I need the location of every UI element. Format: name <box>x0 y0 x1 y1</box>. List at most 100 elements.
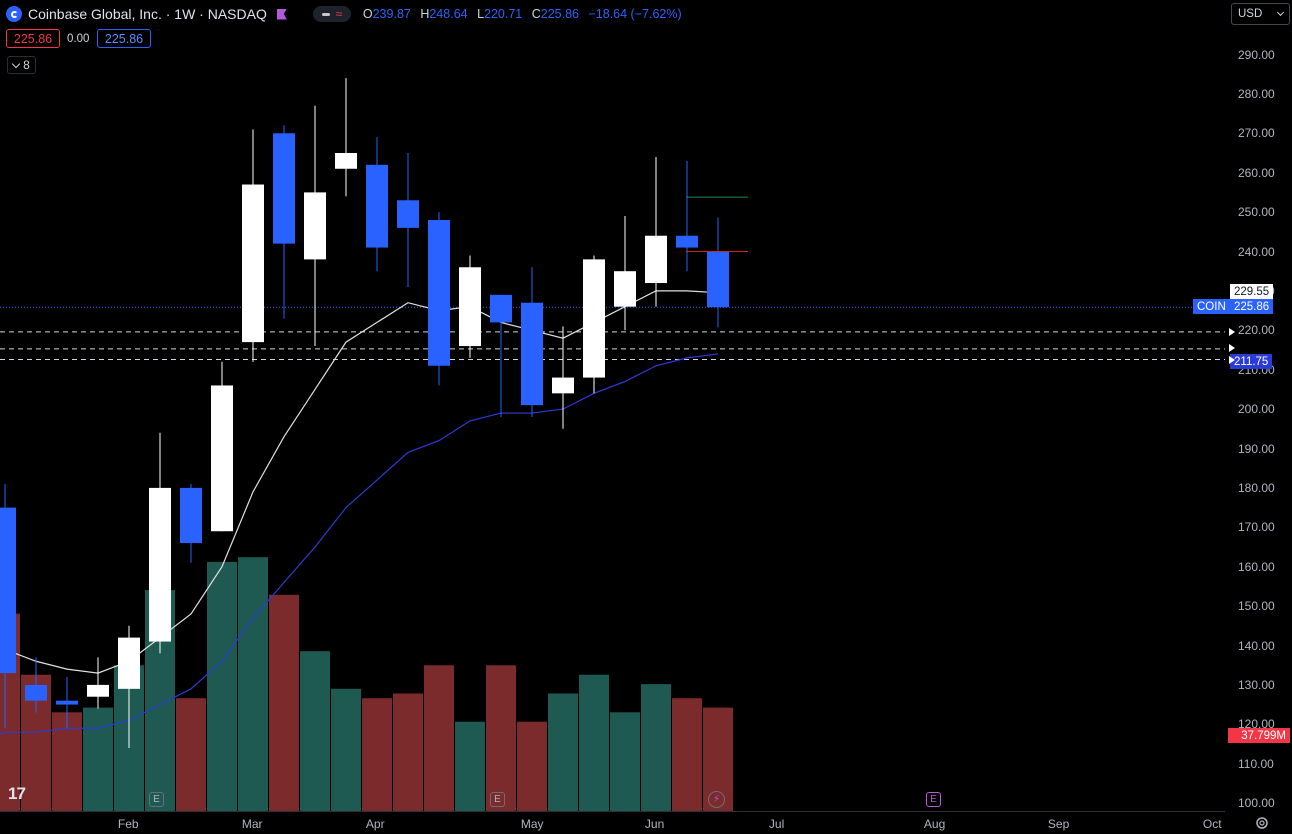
volume-bar <box>579 674 609 811</box>
volume-bar <box>393 693 423 811</box>
price-tick-label: 280.00 <box>1238 86 1275 101</box>
low-key: L <box>477 7 485 21</box>
spread-value: 0.00 <box>67 33 90 45</box>
open-value: 239.87 <box>372 7 411 21</box>
price-chart[interactable] <box>0 0 1225 812</box>
minus-icon <box>321 12 330 16</box>
price-tick-label: 100.00 <box>1238 796 1275 811</box>
volume-bar <box>672 698 702 811</box>
time-tick-label: Jun <box>644 817 665 831</box>
slow-ma-tag: 211.75 <box>1230 354 1273 369</box>
price-tick-label: 240.00 <box>1238 244 1275 259</box>
volume-bar <box>641 684 671 811</box>
price-tick-label: 290.00 <box>1238 47 1275 62</box>
volume-bar <box>83 707 113 811</box>
volume-bars <box>0 557 733 811</box>
candle-body <box>25 684 47 701</box>
price-tick-label: 270.00 <box>1238 126 1275 141</box>
fast-ma-line <box>4 290 719 674</box>
candle-body <box>707 252 729 308</box>
time-tick-label: Sep <box>1047 817 1070 831</box>
tradingview-logo-icon: 17 <box>8 784 26 803</box>
volume-bar <box>362 698 392 811</box>
symbol-title[interactable]: Coinbase Global, Inc. · 1W · NASDAQ <box>28 6 267 22</box>
volume-bar <box>455 721 485 811</box>
price-tick-label: 220.00 <box>1238 323 1275 338</box>
candle-body <box>335 153 357 169</box>
price-tick-label: 130.00 <box>1238 677 1275 692</box>
candle-body <box>614 271 636 307</box>
slow-ma-line <box>0 353 719 735</box>
indicators-count: 8 <box>23 58 30 72</box>
volume-bar <box>424 665 454 811</box>
low-value: 220.71 <box>484 7 523 21</box>
lightning-event-icon[interactable]: ⚡ <box>708 791 725 808</box>
price-tick-label: 190.00 <box>1238 441 1275 456</box>
time-tick-label: Oct <box>1202 817 1222 831</box>
candle-body <box>428 219 450 366</box>
volume-bar <box>517 721 547 811</box>
time-tick-label: May <box>520 817 544 831</box>
open-key: O <box>362 7 373 21</box>
time-tick-label: Feb <box>117 817 139 831</box>
indicator-toggle[interactable]: ≈ <box>312 6 351 22</box>
candle-body <box>397 200 419 228</box>
currency-label: USD <box>1238 8 1263 20</box>
volume-tag: 37.799M <box>1228 728 1290 743</box>
candle-body <box>366 164 388 248</box>
price-tick-label: 250.00 <box>1238 205 1275 220</box>
ma-value-tag: 229.55 <box>1230 284 1274 299</box>
flag-icon[interactable] <box>276 8 287 20</box>
alert-arrow-icon <box>1229 344 1235 352</box>
candle-body <box>180 487 202 544</box>
alert-markers[interactable] <box>1227 326 1237 368</box>
earnings-marker-icon[interactable]: E <box>490 792 505 807</box>
candle-body <box>242 184 264 343</box>
settings-gear-icon[interactable] <box>1254 815 1270 831</box>
last-price-tag: 225.86 <box>1230 299 1274 314</box>
chevron-down-icon <box>11 59 21 68</box>
time-tick-label: Jul <box>768 817 785 831</box>
indicators-collapse-button[interactable]: 8 <box>7 56 36 74</box>
volume-bar <box>176 698 206 811</box>
price-tick-label: 150.00 <box>1238 599 1275 614</box>
support-lines <box>0 331 1225 360</box>
candle-body <box>583 259 605 378</box>
trade-levels <box>686 196 748 252</box>
volume-bar <box>548 693 578 811</box>
candle-body <box>118 637 140 689</box>
candle-body <box>304 192 326 260</box>
price-tick-label: 200.00 <box>1238 402 1275 417</box>
volume-bar <box>610 712 640 811</box>
change-value: −18.64 (−7.62%) <box>588 7 682 21</box>
buy-button[interactable]: 225.86 <box>97 29 151 48</box>
wave-icon: ≈ <box>335 7 343 21</box>
price-tick-label: 170.00 <box>1238 520 1275 535</box>
volume-bar <box>207 561 237 811</box>
earnings-upcoming-icon[interactable]: E <box>926 792 941 807</box>
volume-bar <box>331 688 361 811</box>
chevron-down-icon <box>1276 8 1285 17</box>
volume-bar <box>486 665 516 811</box>
price-tick-label: 260.00 <box>1238 165 1275 180</box>
volume-bar <box>269 594 299 811</box>
moving-averages <box>0 290 719 735</box>
price-tick-label: 110.00 <box>1238 756 1274 771</box>
currency-select[interactable]: USD <box>1231 3 1290 25</box>
candle-body <box>490 294 512 323</box>
close-key: C <box>531 7 541 21</box>
price-tick-label: 180.00 <box>1238 480 1275 495</box>
volume-bar <box>300 651 330 811</box>
alert-arrow-icon <box>1229 328 1235 336</box>
sell-button[interactable]: 225.86 <box>6 29 60 48</box>
legend-header: Coinbase Global, Inc. · 1W · NASDAQ ≈ O2… <box>6 4 688 24</box>
price-tick-label: 160.00 <box>1238 559 1275 574</box>
candles <box>0 78 729 748</box>
volume-bar <box>238 557 268 811</box>
candle-body <box>552 377 574 394</box>
earnings-marker-icon[interactable]: E <box>149 792 164 807</box>
price-tick-label: 120.00 <box>1238 717 1275 732</box>
candle-body <box>676 235 698 248</box>
high-key: H <box>420 7 430 21</box>
candle-body <box>149 487 171 642</box>
